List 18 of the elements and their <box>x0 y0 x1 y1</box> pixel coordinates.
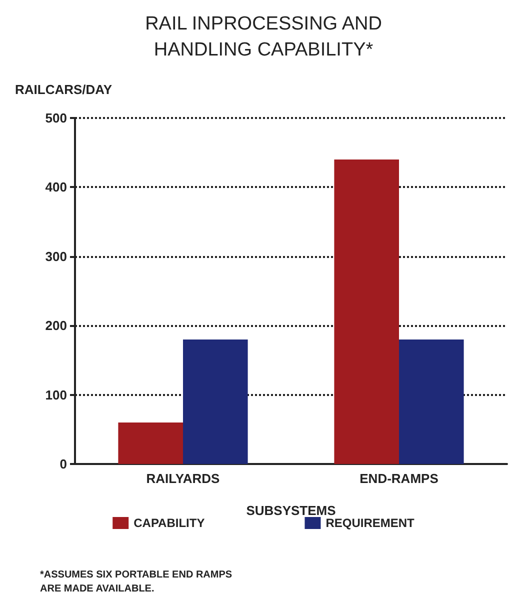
x-axis-title: SUBSYSTEMS <box>246 503 336 518</box>
y-tick-label: 300 <box>45 248 67 264</box>
y-tick-label: 100 <box>45 387 67 402</box>
bar <box>399 339 464 464</box>
chart-title: RAIL INPROCESSING AND HANDLING CAPABILITY* <box>145 14 382 60</box>
y-tick-label: 0 <box>60 456 67 472</box>
bar <box>118 422 183 464</box>
text: *ASSUMES SIX PORTABLE END RAMPS ARE MADE AVAILABLE. <box>40 570 232 594</box>
y-axis-title: RAILCARS/DAY <box>15 82 112 97</box>
legend-label: CAPABILITY <box>134 516 205 530</box>
bar <box>334 160 399 464</box>
x-tick-label: END-RAMPS <box>360 471 439 486</box>
y-tick-label: 400 <box>45 180 67 195</box>
y-tick-label: 500 <box>45 110 67 126</box>
x-tick-label: RAILYARDS <box>146 471 220 486</box>
legend-label: REQUIREMENT <box>326 516 416 530</box>
y-tick-label: 200 <box>45 318 67 334</box>
bar <box>183 339 248 464</box>
